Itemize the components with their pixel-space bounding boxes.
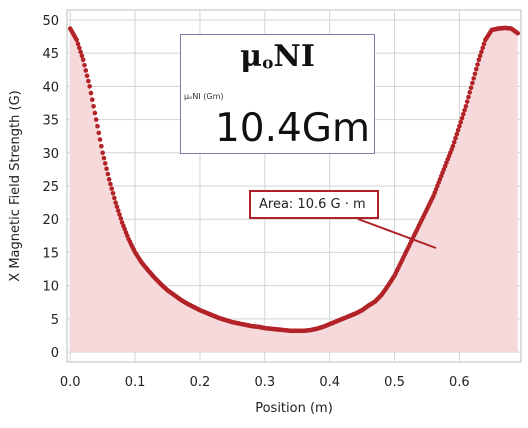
data-point <box>471 76 476 81</box>
y-tick-label: 50 <box>42 14 59 29</box>
y-axis-label: X Magnetic Field Strength (G) <box>8 90 23 281</box>
data-point <box>86 78 91 84</box>
data-point <box>80 57 86 63</box>
data-point <box>466 94 471 100</box>
data-point <box>105 171 111 177</box>
data-point <box>464 99 470 104</box>
data-point <box>477 53 483 59</box>
data-point <box>480 45 486 51</box>
data-point <box>476 57 482 63</box>
x-tick-label: 0.5 <box>384 375 405 390</box>
y-tick-label: 15 <box>42 246 59 261</box>
meter-title: μoNI <box>181 39 374 74</box>
data-point <box>113 200 118 205</box>
data-point <box>459 115 465 121</box>
x-tick-label: 0.3 <box>254 375 275 390</box>
data-point <box>468 85 474 91</box>
data-point <box>473 66 479 72</box>
data-point <box>87 84 92 89</box>
data-point <box>82 62 87 68</box>
data-point <box>83 68 89 73</box>
data-point <box>99 143 104 149</box>
data-point <box>91 104 96 109</box>
x-tick-label: 0.4 <box>319 375 340 390</box>
data-point <box>95 123 100 129</box>
data-point <box>78 49 83 55</box>
data-point <box>92 110 98 116</box>
y-tick-label: 20 <box>42 213 59 228</box>
data-point <box>74 37 80 43</box>
data-point <box>515 30 521 36</box>
y-axis-ticks: 0 5 10 15 20 25 30 35 40 45 50 <box>42 14 59 361</box>
data-point <box>455 127 461 133</box>
data-point <box>75 41 81 47</box>
data-point <box>115 208 121 213</box>
data-point <box>88 90 94 96</box>
data-point <box>104 166 109 172</box>
data-point <box>458 119 463 125</box>
y-tick-label: 0 <box>51 346 59 361</box>
x-tick-label: 0.6 <box>449 375 470 390</box>
data-point <box>84 73 90 79</box>
data-point <box>450 143 456 149</box>
y-tick-label: 35 <box>42 114 59 129</box>
meter-title-rest: NI <box>273 39 315 74</box>
area-annotation-box[interactable]: Area: 10.6 G · m <box>249 190 379 219</box>
y-tick-label: 10 <box>42 280 59 295</box>
y-tick-label: 30 <box>42 147 59 162</box>
data-point <box>460 111 466 117</box>
data-point <box>479 49 484 55</box>
data-point <box>93 117 99 122</box>
data-point <box>97 137 103 142</box>
y-tick-label: 25 <box>42 180 59 195</box>
y-tick-label: 40 <box>42 80 59 95</box>
data-point <box>453 135 458 141</box>
data-point <box>109 186 115 191</box>
x-tick-label: 0.2 <box>190 375 211 390</box>
meter-small-label: μₒNI (Gm) <box>184 92 224 101</box>
data-point <box>102 161 108 166</box>
data-point <box>470 80 475 86</box>
data-point <box>100 150 105 156</box>
data-point <box>481 41 487 47</box>
data-point <box>463 104 469 109</box>
data-point <box>454 131 460 137</box>
x-axis-label: Position (m) <box>255 401 333 416</box>
data-point <box>79 53 85 59</box>
y-tick-label: 45 <box>42 47 59 62</box>
data-point <box>451 139 457 145</box>
data-point <box>475 62 480 67</box>
data-point <box>457 123 462 129</box>
data-point <box>472 71 478 77</box>
annotation-leader-line <box>357 218 437 249</box>
data-point <box>112 195 117 201</box>
area-annotation-label: Area: 10.6 G · m <box>259 197 366 212</box>
data-point <box>114 204 120 209</box>
data-point <box>101 155 107 161</box>
y-tick-label: 5 <box>51 313 59 328</box>
meter-value: 10.4Gm <box>214 106 370 151</box>
data-point <box>96 130 102 136</box>
data-point <box>108 181 113 187</box>
x-tick-label: 0.0 <box>60 375 81 390</box>
x-tick-label: 0.1 <box>125 375 146 390</box>
meter-display[interactable]: μoNI μₒNI (Gm) 10.4Gm <box>180 34 375 154</box>
data-point <box>110 191 116 196</box>
data-point <box>467 90 473 95</box>
data-point <box>77 45 82 51</box>
data-point <box>89 97 95 102</box>
data-point <box>462 107 467 113</box>
data-point <box>118 216 124 221</box>
meter-title-mu: μ <box>240 39 263 74</box>
data-points <box>67 25 521 334</box>
meter-title-subscript: o <box>262 53 274 74</box>
x-axis-ticks: 0.0 0.1 0.2 0.3 0.4 0.5 0.6 <box>60 375 470 390</box>
data-point <box>117 212 122 217</box>
area-fill <box>70 27 518 353</box>
data-point <box>106 177 112 182</box>
